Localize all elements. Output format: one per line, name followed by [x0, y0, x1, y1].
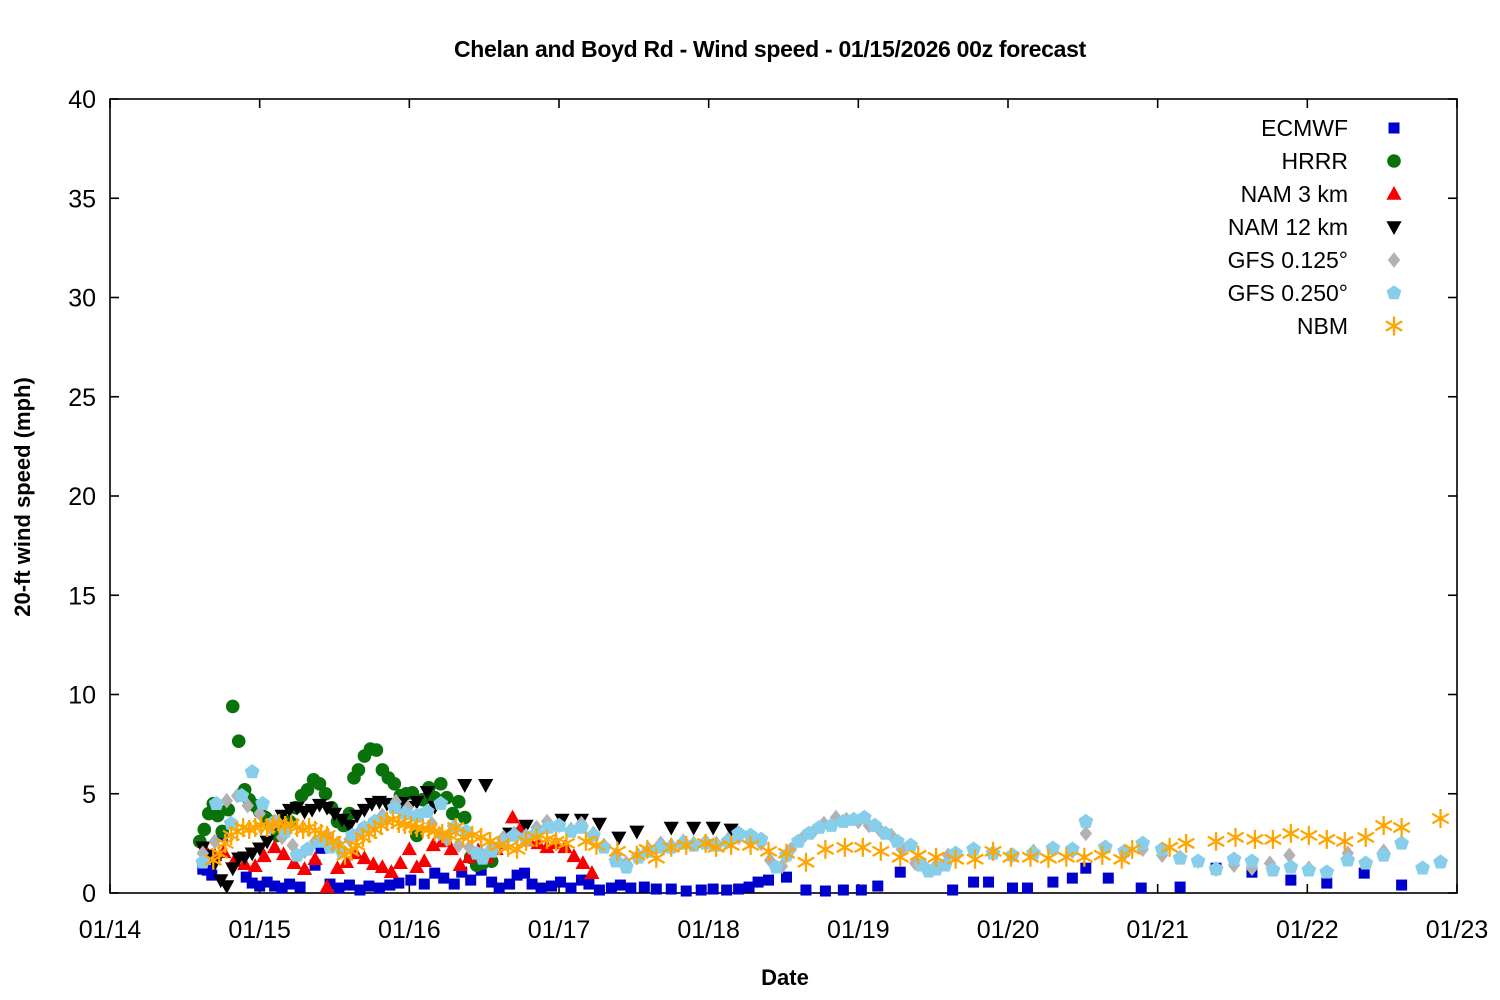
- legend-marker-triangle-down-icon: [1386, 221, 1402, 235]
- y-tick-label: 20: [68, 483, 96, 511]
- legend-entry-hrrr: HRRR: [1282, 148, 1401, 174]
- legend-label: GFS 0.250°: [1228, 280, 1348, 306]
- legend-entry-nam-12-km: NAM 12 km: [1228, 214, 1402, 240]
- legend-label: NAM 12 km: [1228, 214, 1348, 240]
- legend-label: ECMWF: [1261, 115, 1348, 141]
- x-tick-label: 01/23: [1426, 916, 1489, 944]
- y-tick-label: 40: [68, 86, 96, 114]
- y-tick-label: 0: [82, 880, 96, 908]
- legend-marker-square-icon: [1388, 122, 1400, 134]
- y-tick-label: 35: [68, 185, 96, 213]
- legend-marker-diamond-icon: [1387, 252, 1401, 268]
- y-tick-label: 5: [82, 781, 96, 809]
- y-tick-label: 25: [68, 384, 96, 412]
- x-tick-label: 01/20: [977, 916, 1040, 944]
- chart-legend: ECMWF HRRR NAM 3 km NAM 12 km GFS 0.125° GFS …: [1228, 115, 1403, 339]
- legend-label: HRRR: [1282, 148, 1348, 174]
- legend-label: GFS 0.125°: [1228, 247, 1348, 273]
- x-tick-label: 01/15: [228, 916, 291, 944]
- x-tick-label: 01/16: [378, 916, 441, 944]
- y-tick-label: 15: [68, 582, 96, 610]
- legend-entry-gfs-0-250-: GFS 0.250°: [1228, 280, 1402, 306]
- y-tick-label: 30: [68, 285, 96, 313]
- legend-label: NAM 3 km: [1241, 181, 1348, 207]
- x-tick-label: 01/21: [1126, 916, 1189, 944]
- legend-entry-ecmwf: ECMWF: [1261, 115, 1400, 141]
- x-tick-label: 01/18: [677, 916, 740, 944]
- legend-marker-pentagon-icon: [1386, 285, 1402, 300]
- x-tick-label: 01/22: [1276, 916, 1339, 944]
- x-axis-title: Date: [761, 965, 809, 990]
- legend-marker-circle-icon: [1387, 154, 1401, 168]
- legend-entry-nam-3-km: NAM 3 km: [1241, 181, 1402, 207]
- plot-area: 01/14 01/15 01/16 01/17 01/18 01/19 01/20 01/21…: [68, 86, 1488, 944]
- legend-entry-gfs-0-125-: GFS 0.125°: [1228, 247, 1401, 273]
- y-tick-label: 10: [68, 682, 96, 710]
- x-tick-label: 01/17: [528, 916, 591, 944]
- x-tick-label: 01/14: [79, 916, 142, 944]
- legend-entry-nbm: NBM: [1297, 313, 1403, 339]
- y-axis-title: 20-ft wind speed (mph): [10, 377, 35, 617]
- legend-marker-triangle-up-icon: [1386, 186, 1402, 200]
- legend-label: NBM: [1297, 313, 1348, 339]
- x-tick-label: 01/19: [827, 916, 890, 944]
- series-nbm: [204, 809, 1450, 872]
- chart-title: Chelan and Boyd Rd - Wind speed - 01/15/…: [454, 36, 1087, 62]
- legend-marker-asterisk-icon: [1385, 316, 1403, 336]
